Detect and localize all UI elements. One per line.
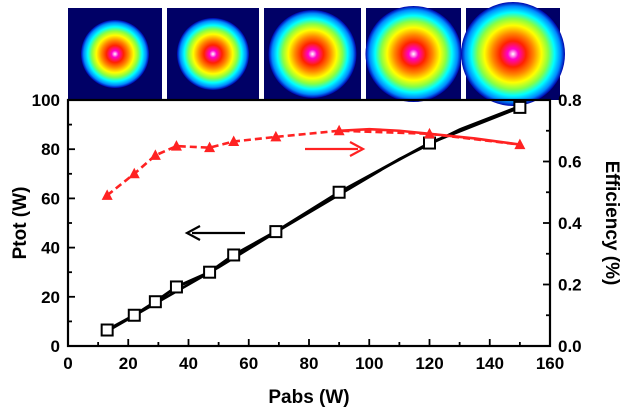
beam-profile-spot [177,18,249,90]
beam-profile-spot [365,6,462,102]
efficiency-point [170,140,182,151]
efficiency-point [228,135,240,147]
x-tick-label: 120 [415,354,443,373]
ptot-point [203,265,217,279]
x-tick-label: 0 [63,354,72,373]
ptot-point [148,295,162,309]
ptot-point [169,280,183,294]
beam-profile-spot [461,2,565,106]
x-axis-title: Pabs (W) [268,387,349,408]
y-tick-label: 100 [32,91,60,110]
ptot-point [513,100,527,114]
ptot-point [227,248,241,262]
efficiency-point [128,167,140,179]
efficiency-point [424,127,435,139]
x-tick-label: 20 [119,354,138,373]
axes: 0 20 40 60 80 100 120 140 160 0 20 40 60 80 100 0.0 0.2 0… [10,91,622,408]
y2-tick-label: 0.6 [558,153,582,172]
beam-profile-spot [268,10,357,98]
left-arrow-head [184,225,201,241]
ptot-line-fit [106,104,521,333]
ptot-point [100,323,114,337]
y-tick-label: 60 [41,189,60,208]
y-tick-label: 0 [51,337,60,356]
x-tick-label: 160 [536,354,564,373]
annotation-layer [184,141,366,241]
y2-tick-label: 0.2 [558,276,582,295]
efficiency-line [106,129,521,197]
efficiency-point [204,141,216,153]
beam-profile-insets [68,2,565,106]
efficiency-point [101,189,113,200]
efficiency-line-fit [339,127,521,146]
x-tick-label: 40 [179,354,198,373]
x-tick-label: 60 [239,354,258,373]
ptot-point [332,185,346,199]
y2-tick-label: 0.8 [558,91,582,110]
right-arrow-head [349,141,366,157]
y2-tick-label: 0.4 [558,214,582,233]
ptot-point [423,136,436,150]
efficiency-point [333,124,345,136]
series-layer [100,100,527,337]
efficiency-point [149,149,161,160]
efficiency-point [514,138,526,150]
x-tick-label: 80 [300,354,319,373]
y-tick-label: 80 [41,140,60,159]
y-tick-label: 40 [41,239,60,258]
beam-profile-spot [81,20,149,88]
y-tick-label: 20 [41,288,60,307]
ptot-point [269,225,283,239]
efficiency-point [270,130,282,142]
y2-axis-title: Efficiency (%) [601,161,622,286]
ptot-point [127,308,141,322]
x-tick-label: 140 [476,354,504,373]
y-axis-title: Ptot (W) [10,187,31,260]
x-tick-label: 100 [355,354,383,373]
y2-tick-label: 0.0 [558,337,582,356]
